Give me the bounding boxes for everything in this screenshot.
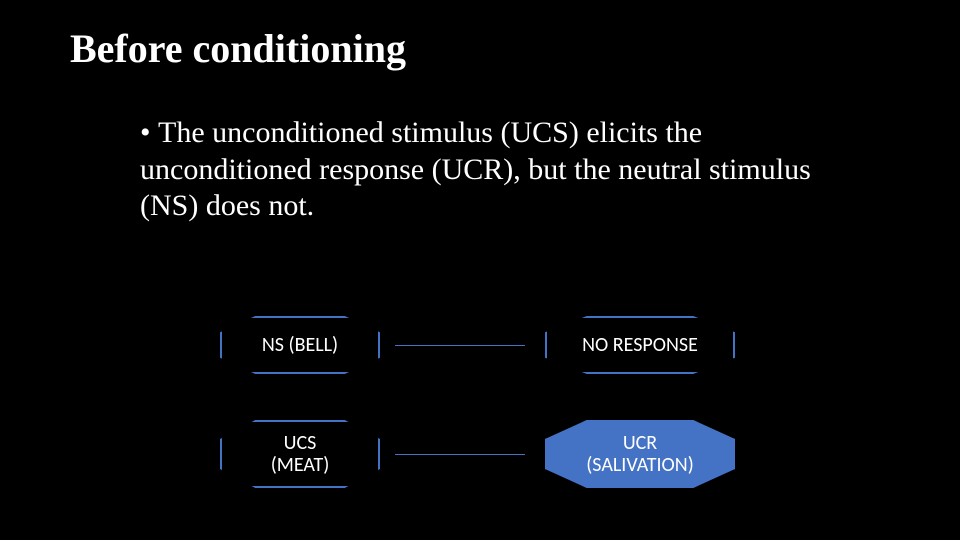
edge-ucs-ucr bbox=[395, 454, 525, 455]
node-ucs: UCS(MEAT) bbox=[220, 420, 380, 488]
node-noresp: NO RESPONSE bbox=[545, 316, 735, 374]
node-ucr: UCR(SALIVATION) bbox=[545, 420, 735, 488]
conditioning-diagram: NS (BELL) NO RESPONSE UCS(MEAT) UCR(SALIVAT… bbox=[0, 0, 960, 540]
edge-ns-noresp bbox=[395, 345, 525, 346]
node-ns: NS (BELL) bbox=[220, 316, 380, 374]
